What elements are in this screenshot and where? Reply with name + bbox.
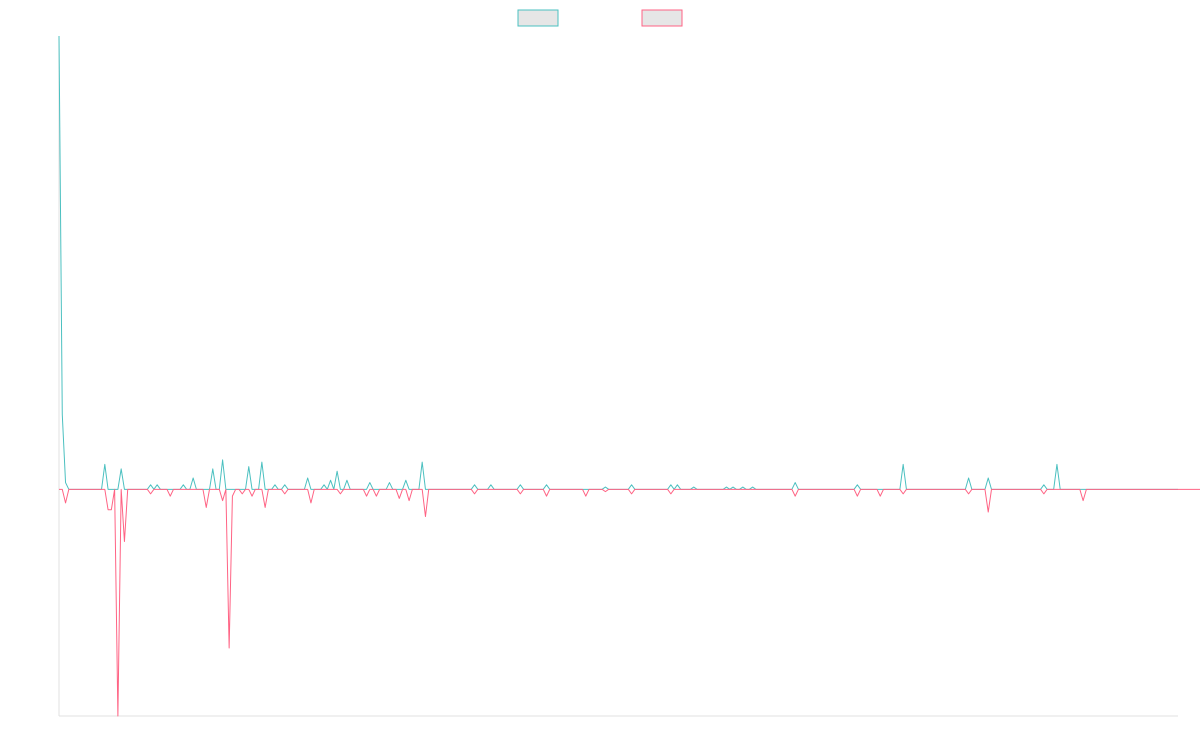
series-1-line [58, 35, 1178, 490]
legend [517, 9, 683, 27]
legend-swatch-series-1 [517, 9, 559, 27]
series-2-line [59, 488, 1200, 717]
plot-area [58, 35, 1200, 717]
legend-swatch-series-2 [641, 9, 683, 27]
